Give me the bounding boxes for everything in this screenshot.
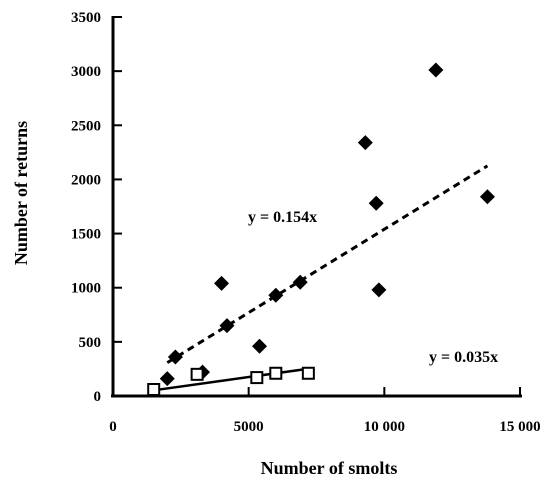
y-tick-label: 2500 <box>71 118 101 134</box>
trendlines <box>153 164 489 392</box>
plot-axes: 0 500 1000 1500 2000 2500 3000 3500 0 5000 10 000 1… <box>71 10 541 435</box>
trendline-diamonds <box>166 164 489 364</box>
square-point <box>269 366 283 380</box>
x-axis-title: Number of smolts <box>261 458 398 478</box>
y-tick-label: 2000 <box>71 172 101 188</box>
y-tick-label: 1500 <box>71 227 101 243</box>
diamond-point <box>428 62 444 78</box>
y-tick-label: 3500 <box>71 10 101 26</box>
diamond-point <box>292 274 308 290</box>
x-tick-label: 0 <box>109 419 117 435</box>
data-points <box>147 62 495 397</box>
diamond-point <box>268 287 284 303</box>
diamond-point <box>252 338 268 354</box>
y-tick-label: 0 <box>94 389 102 405</box>
diamond-point <box>479 189 495 205</box>
diamond-point <box>214 275 230 291</box>
trendline-squares <box>153 367 309 392</box>
equation-labels: y = 0.154x y = 0.035x <box>248 209 498 366</box>
diamond-point <box>219 318 235 334</box>
diamond-point <box>371 282 387 298</box>
diamond-point <box>159 371 175 387</box>
diamond-point <box>167 349 183 365</box>
equation-label-dashed: y = 0.154x <box>248 209 317 226</box>
x-tick-label: 10 000 <box>364 419 405 435</box>
diamond-point <box>357 135 373 151</box>
y-axis-title: Number of returns <box>11 121 31 265</box>
y-tick-label: 1000 <box>71 281 101 297</box>
equation-label-solid: y = 0.035x <box>429 349 498 366</box>
square-point <box>147 383 161 397</box>
square-point <box>250 371 264 385</box>
square-point <box>301 366 315 380</box>
y-tick-label: 500 <box>79 335 102 351</box>
square-point <box>190 367 204 381</box>
x-tick-label: 5000 <box>234 419 264 435</box>
y-tick-label: 3000 <box>71 64 101 80</box>
diamond-point <box>368 195 384 211</box>
x-tick-label: 15 000 <box>499 419 540 435</box>
